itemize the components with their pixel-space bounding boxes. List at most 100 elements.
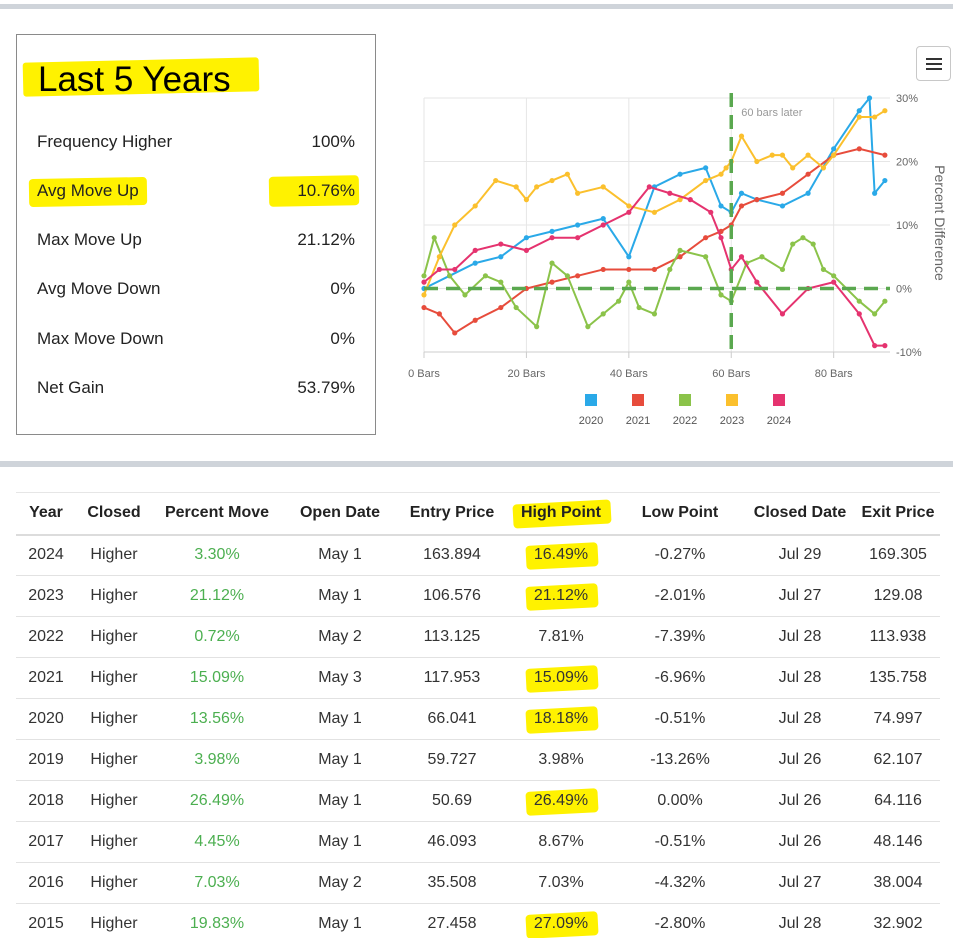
cell-closed: Higher <box>76 903 152 938</box>
cell-open: May 2 <box>282 616 398 658</box>
cell-entry: 106.576 <box>398 575 506 617</box>
series-line-2020 <box>423 95 886 290</box>
legend-label: 2020 <box>579 415 603 427</box>
series-point-2021 <box>549 279 555 285</box>
stat-row: Frequency Higher 100% <box>37 132 355 156</box>
cell-year: 2018 <box>16 780 76 822</box>
cell-high: 7.81% <box>506 616 616 658</box>
column-header[interactable]: Entry Price <box>398 492 506 536</box>
cell-exit: 48.146 <box>856 821 940 863</box>
section-divider <box>0 461 953 467</box>
cell-open: May 1 <box>282 575 398 617</box>
series-point-2020 <box>738 190 745 196</box>
cell-low: -0.51% <box>616 698 744 740</box>
legend-swatch-2021 <box>632 394 644 406</box>
hamburger-menu-icon[interactable] <box>916 46 951 81</box>
stat-value: 0% <box>330 279 355 298</box>
series-point-2020 <box>856 108 862 114</box>
series-point-2020 <box>805 190 811 196</box>
table-row: 2022 Higher 0.72% May 2 113.125 7.81% -7.39% Ju… <box>16 616 940 658</box>
series-point-2020 <box>498 254 504 260</box>
column-header-label: High Point <box>521 504 601 522</box>
series-point-2021 <box>575 273 581 279</box>
table-body: 2024 Higher 3.30% May 1 163.894 16.49% -0.27% J… <box>16 534 940 938</box>
series-point-2022 <box>800 235 806 241</box>
cell-year: 2015 <box>16 903 76 938</box>
cell-closed-date: Jul 26 <box>744 821 856 863</box>
column-header[interactable]: Percent Move <box>152 492 282 536</box>
cell-high-value: 18.18% <box>533 710 589 727</box>
cell-open: May 1 <box>282 739 398 781</box>
cell-closed: Higher <box>76 739 152 781</box>
series-point-2023 <box>856 114 862 120</box>
series-point-2023 <box>790 165 796 171</box>
legend-label: 2023 <box>720 415 744 427</box>
series-point-2023 <box>723 165 729 171</box>
series-point-2020 <box>677 171 683 177</box>
column-header[interactable]: Closed Date <box>744 492 856 536</box>
series-point-2021 <box>779 190 786 196</box>
cell-closed: Higher <box>76 575 152 617</box>
cell-closed-date: Jul 28 <box>744 698 856 740</box>
cell-closed: Higher <box>76 616 152 658</box>
cell-high: 7.03% <box>506 862 616 904</box>
y-tick-label: 30% <box>896 93 918 105</box>
x-tick-label: 40 Bars <box>610 368 648 380</box>
series-point-2022 <box>810 241 816 247</box>
series-point-2024 <box>882 343 888 349</box>
cell-highlight: 26.49% <box>525 788 599 816</box>
column-header[interactable]: High Point <box>506 492 616 536</box>
cell-entry: 163.894 <box>398 534 506 576</box>
series-point-2020 <box>523 235 530 241</box>
cell-open: May 1 <box>282 821 398 863</box>
column-header[interactable]: Low Point <box>616 492 744 536</box>
cell-closed-date: Jul 27 <box>744 862 856 904</box>
marker-annotation: 60 bars later <box>741 107 802 119</box>
series-point-2024 <box>575 235 581 241</box>
cell-low: -2.01% <box>616 575 744 617</box>
cell-high: 21.12% <box>506 575 616 617</box>
series-point-2020 <box>626 254 632 260</box>
column-header[interactable]: Exit Price <box>856 492 940 536</box>
cell-low: -0.27% <box>616 534 744 576</box>
cell-year: 2023 <box>16 575 76 617</box>
column-header[interactable]: Closed <box>76 492 152 536</box>
series-point-2022 <box>549 260 555 266</box>
cell-high: 3.98% <box>506 739 616 781</box>
series-point-2024 <box>718 235 724 241</box>
series-point-2022 <box>703 254 709 260</box>
series-point-2021 <box>856 146 862 152</box>
cell-closed: Higher <box>76 657 152 699</box>
x-tick-label: 60 Bars <box>712 368 750 380</box>
y-tick-label: 20% <box>896 157 918 169</box>
stat-value: 10.76% <box>297 181 355 200</box>
stat-row: Max Move Down 0% <box>37 329 355 353</box>
table-row: 2017 Higher 4.45% May 1 46.093 8.67% -0.51% Jul… <box>16 821 940 863</box>
series-point-2022 <box>677 247 683 253</box>
cell-closed: Higher <box>76 821 152 863</box>
stat-value: 100% <box>311 132 355 151</box>
series-point-2022 <box>615 298 622 304</box>
cell-open: May 1 <box>282 780 398 822</box>
series-point-2024 <box>472 247 478 253</box>
series-point-2022 <box>600 311 606 317</box>
series-point-2022 <box>626 279 632 285</box>
y-tick-label: 10% <box>896 220 918 232</box>
cell-high: 26.49% <box>506 780 616 822</box>
cell-closed-date: Jul 28 <box>744 616 856 658</box>
column-header[interactable]: Year <box>16 492 76 536</box>
stat-row: Net Gain 53.79% <box>37 378 355 402</box>
series-point-2023 <box>626 203 632 209</box>
series-point-2023 <box>703 177 709 184</box>
series-point-2021 <box>600 266 606 273</box>
cell-high-value: 16.49% <box>533 546 589 564</box>
series-point-2022 <box>431 235 437 241</box>
column-header[interactable]: Open Date <box>282 492 398 536</box>
cell-exit: 169.305 <box>856 534 940 576</box>
cell-closed-date: Jul 26 <box>744 780 856 822</box>
cell-move: 3.30% <box>152 534 282 576</box>
cell-year: 2019 <box>16 739 76 781</box>
stat-value: 53.79% <box>297 378 355 397</box>
series-point-2023 <box>421 292 427 298</box>
cell-open: May 1 <box>282 534 398 576</box>
